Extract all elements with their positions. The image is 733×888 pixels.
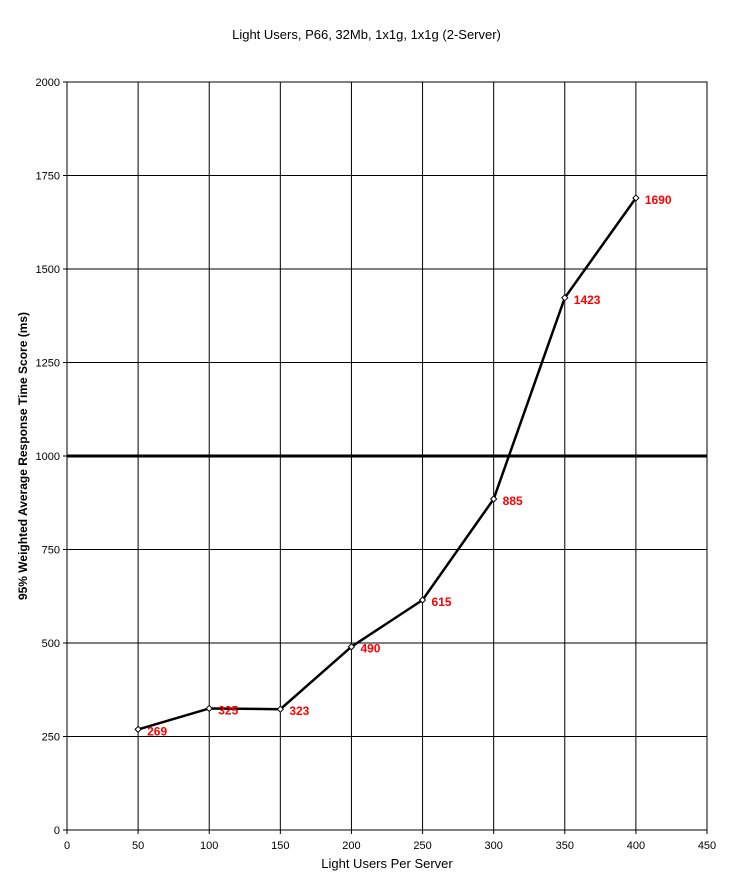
y-tick-label: 1500	[36, 264, 60, 276]
data-label: 325	[218, 703, 238, 717]
y-tick-label: 1250	[36, 358, 60, 370]
y-tick-label: 250	[42, 732, 60, 744]
x-axis-title: Light Users Per Server	[321, 856, 453, 871]
x-tick-label: 150	[271, 840, 289, 852]
data-point	[489, 495, 498, 503]
data-point	[561, 294, 569, 302]
data-label: 490	[360, 642, 380, 656]
data-label: 1690	[645, 193, 672, 207]
data-label: 885	[503, 494, 523, 508]
x-tick-label: 350	[556, 840, 574, 852]
data-point	[276, 705, 285, 713]
x-tick-label: 300	[484, 840, 502, 852]
x-tick-label: 100	[200, 840, 218, 852]
x-tick-label: 450	[698, 840, 716, 852]
y-tick-label: 1000	[36, 451, 60, 463]
data-point	[205, 704, 213, 713]
y-tick-label: 0	[54, 825, 60, 837]
x-tick-label: 200	[342, 840, 360, 852]
data-points	[134, 194, 640, 734]
data-labels: 269 325 323 490 615 885 1423 1690	[147, 193, 672, 738]
x-tick-label: 400	[627, 840, 645, 852]
y-tick-label: 500	[42, 638, 60, 650]
x-tick-label: 250	[413, 840, 431, 852]
data-label: 269	[147, 724, 167, 738]
data-point	[134, 725, 142, 734]
x-tick-label: 50	[132, 840, 144, 852]
x-axis: 0 50 100 150 200 250 300 350 400 450	[64, 830, 716, 852]
y-axis: 0 250 500 750 1000 1250 1500 1750 2000	[36, 77, 67, 837]
data-point	[347, 643, 356, 651]
data-label: 615	[432, 595, 452, 609]
data-point	[632, 194, 640, 202]
data-point	[418, 596, 427, 604]
data-label: 1423	[574, 293, 601, 307]
x-tick-label: 0	[64, 840, 70, 852]
y-tick-label: 750	[42, 545, 60, 557]
series-line	[137, 197, 637, 731]
y-tick-label: 1750	[36, 171, 60, 183]
y-axis-title: 95% Weighted Average Response Time Score…	[16, 312, 30, 600]
data-label: 323	[289, 704, 309, 718]
y-tick-label: 2000	[36, 77, 60, 89]
chart-title: Light Users, P66, 32Mb, 1x1g, 1x1g (2-Se…	[232, 27, 501, 42]
